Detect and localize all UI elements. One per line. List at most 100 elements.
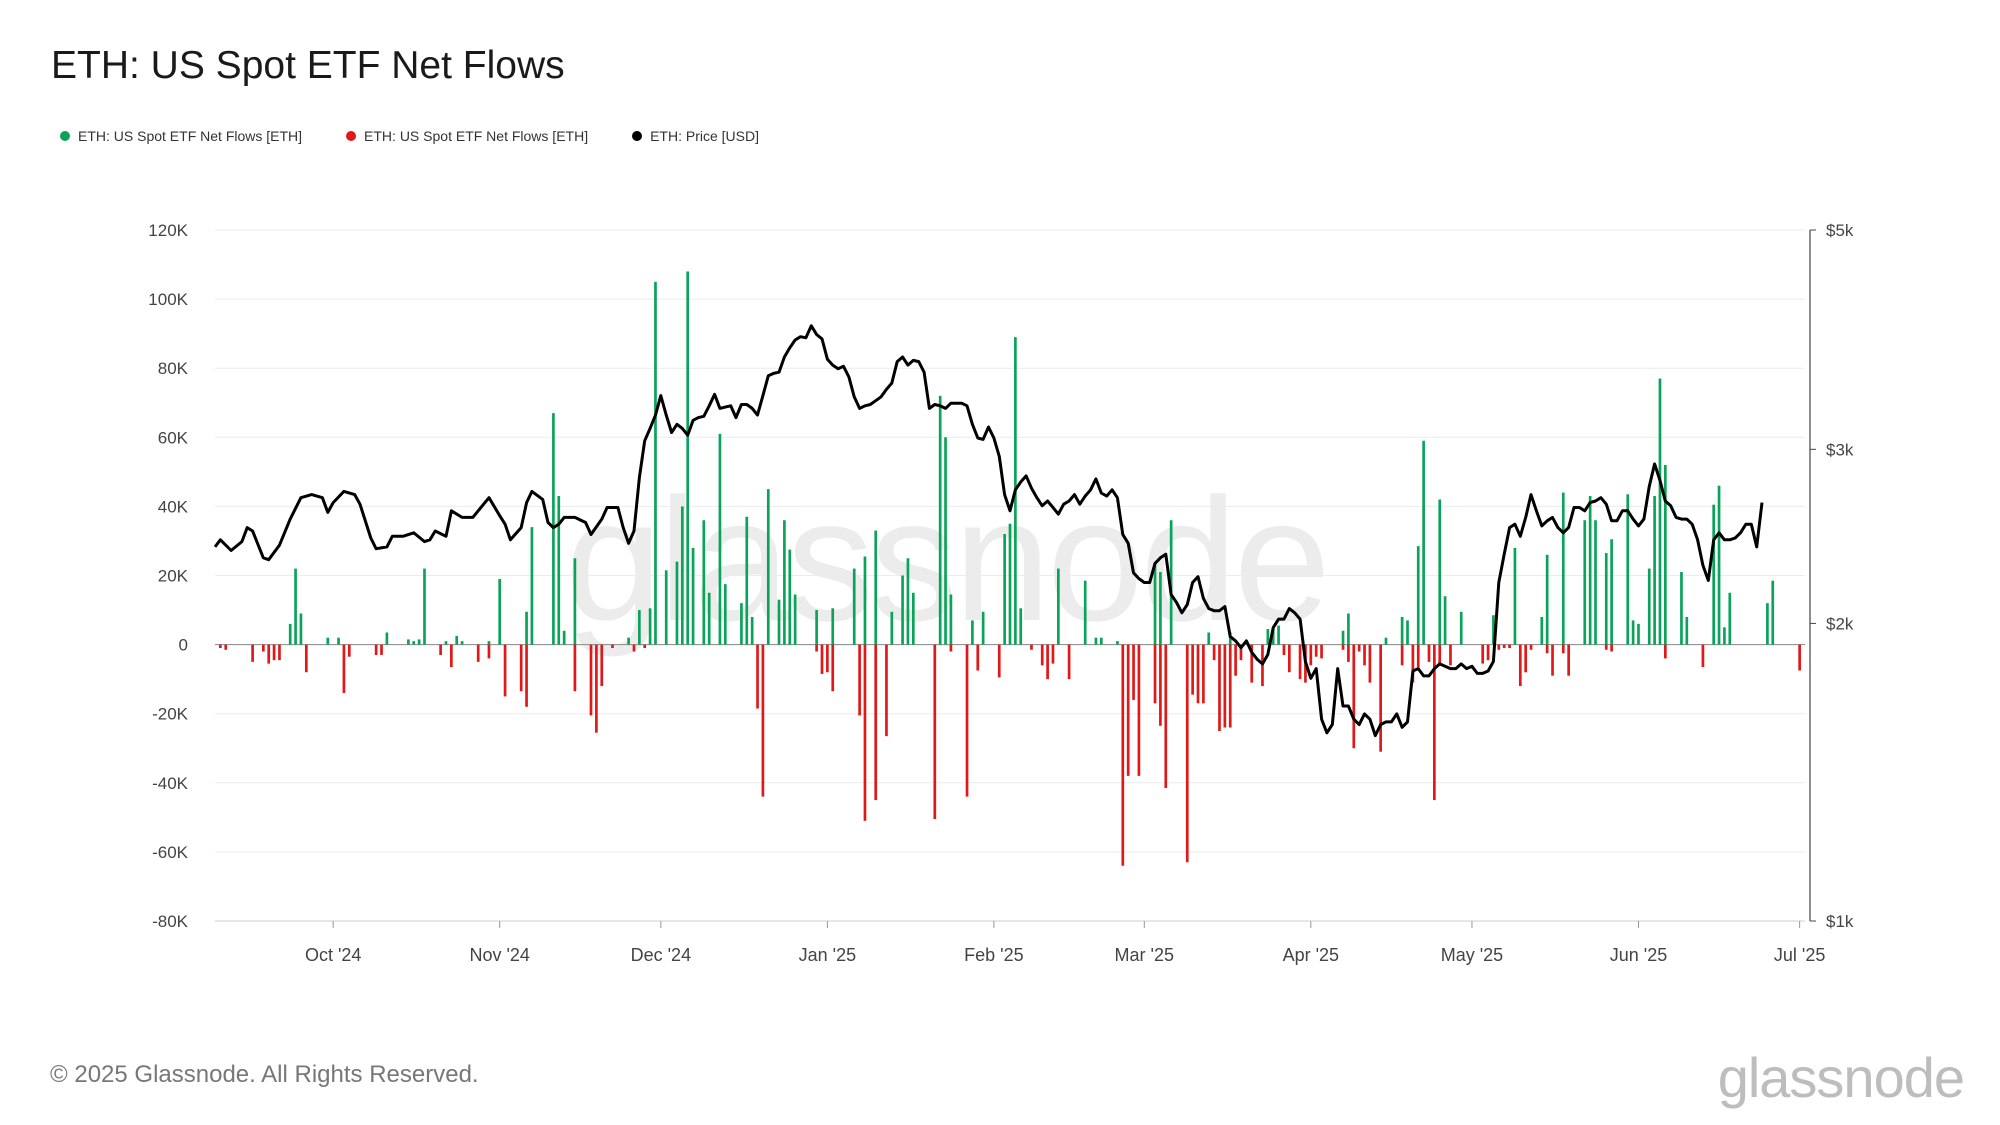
- inflow-bar: [1266, 629, 1270, 645]
- legend-dot-price: [632, 131, 643, 141]
- inflow-bar: [971, 620, 974, 645]
- inflow-bar: [1626, 494, 1630, 645]
- outflow-bar: [831, 644, 835, 692]
- outflow-bar: [1314, 644, 1318, 657]
- outflow-bar: [251, 644, 254, 662]
- outflow-bar: [815, 644, 818, 652]
- outflow-bar: [1663, 644, 1667, 659]
- x-tick-label: Mar '25: [1115, 945, 1174, 965]
- outflow-bar: [1153, 644, 1157, 704]
- inflow-bar: [1207, 632, 1211, 645]
- outflow-bar: [863, 644, 867, 821]
- outflow-bar: [1067, 644, 1071, 680]
- inflow-bar: [1594, 520, 1597, 645]
- outflow-bar: [573, 644, 577, 692]
- outflow-bar: [1701, 644, 1705, 668]
- outflow-bar: [1427, 644, 1431, 662]
- legend-item-inflows[interactable]: ETH: US Spot ETF Net Flows [ETH]: [60, 128, 302, 144]
- outflow-bar: [1502, 644, 1506, 649]
- outflow-bar: [1132, 644, 1135, 700]
- inflow-bar: [1271, 629, 1275, 645]
- inflow-bar: [1637, 623, 1640, 645]
- x-tick-label: Dec '24: [631, 945, 691, 965]
- x-tick-label: May '25: [1441, 945, 1503, 965]
- inflow-bar: [1116, 641, 1119, 645]
- inflow-bar: [1169, 520, 1173, 645]
- outflow-bar: [1529, 644, 1533, 650]
- inflow-bar: [707, 592, 711, 645]
- inflow-bar: [831, 608, 835, 645]
- outflow-bar: [1551, 644, 1554, 676]
- inflow-bar: [654, 281, 657, 645]
- legend-label-outflows: ETH: US Spot ETF Net Flows [ETH]: [364, 128, 589, 144]
- inflow-bar: [944, 437, 947, 645]
- inflow-bar: [1019, 608, 1023, 645]
- outflow-bar: [525, 644, 528, 707]
- outflow-bar: [1352, 644, 1356, 749]
- inflow-bar: [337, 637, 340, 645]
- inflow-bar: [294, 568, 297, 645]
- inflow-bar: [487, 641, 491, 645]
- y-tick-label-left: 80K: [158, 359, 189, 378]
- outflow-bar: [1223, 644, 1227, 728]
- inflow-bar: [863, 556, 867, 645]
- outflow-bar: [1030, 644, 1033, 650]
- copyright-footer: © 2025 Glassnode. All Rights Reserved.: [50, 1061, 479, 1088]
- inflow-bar: [874, 530, 878, 645]
- inflow-bar: [1347, 613, 1350, 645]
- outflow-bar: [1121, 644, 1125, 866]
- outflow-bar: [219, 644, 222, 649]
- inflow-bar: [417, 639, 421, 645]
- outflow-bar: [1610, 644, 1613, 652]
- inflow-bar: [1406, 620, 1409, 645]
- outflow-bar: [1196, 644, 1200, 704]
- inflow-bar: [1492, 615, 1495, 645]
- inflow-bar: [1003, 534, 1006, 645]
- inflow-bar: [562, 630, 566, 645]
- inflow-bar: [412, 641, 416, 645]
- outflow-bar: [1508, 644, 1511, 649]
- inflow-bar: [1771, 580, 1775, 645]
- x-tick-label: Nov '24: [469, 945, 529, 965]
- inflow-bar: [525, 611, 528, 645]
- outflow-bar: [1234, 644, 1237, 676]
- outflow-bar: [976, 644, 980, 671]
- inflow-bar: [1513, 547, 1517, 645]
- x-tick-label: Feb '25: [964, 945, 1023, 965]
- y-tick-label-left: 60K: [158, 428, 189, 447]
- outflow-bar: [1228, 644, 1232, 728]
- outflow-bar: [1368, 644, 1372, 683]
- bars-layer: [219, 271, 1801, 866]
- outflow-bar: [267, 644, 271, 664]
- outflow-bar: [820, 644, 824, 674]
- inflow-bar: [675, 561, 679, 645]
- legend-label-inflows: ETH: US Spot ETF Net Flows [ETH]: [78, 128, 303, 144]
- x-tick-label: Jan '25: [799, 945, 856, 965]
- inflow-bar: [1653, 496, 1656, 645]
- y-tick-label-left: -80K: [152, 912, 189, 931]
- inflow-bar: [691, 547, 695, 645]
- inflow-bar: [1416, 546, 1420, 645]
- inflow-bar: [1540, 616, 1544, 645]
- inflow-bar: [627, 637, 630, 645]
- legend-item-outflows[interactable]: ETH: US Spot ETF Net Flows [ETH]: [346, 128, 588, 144]
- inflow-bar: [530, 527, 534, 645]
- outflow-bar: [1250, 644, 1254, 683]
- legend-item-price[interactable]: ETH: Price [USD]: [632, 128, 759, 144]
- x-tick-label: Oct '24: [305, 945, 361, 965]
- outflow-bar: [949, 644, 953, 652]
- y-tick-label-left: -40K: [152, 774, 189, 793]
- inflow-bar: [1561, 492, 1565, 645]
- outflow-bar: [347, 644, 351, 657]
- inflow-bar: [1057, 568, 1060, 645]
- outflow-bar: [1309, 644, 1313, 666]
- inflow-bar: [638, 610, 641, 645]
- outflow-bar: [1051, 644, 1055, 664]
- outflow-bar: [1567, 644, 1570, 676]
- x-tick-label: Jul '25: [1774, 945, 1825, 965]
- outflow-bar: [1191, 644, 1194, 695]
- outflow-bar: [1298, 644, 1302, 680]
- inflow-bar: [385, 632, 389, 645]
- outflow-bar: [933, 644, 937, 820]
